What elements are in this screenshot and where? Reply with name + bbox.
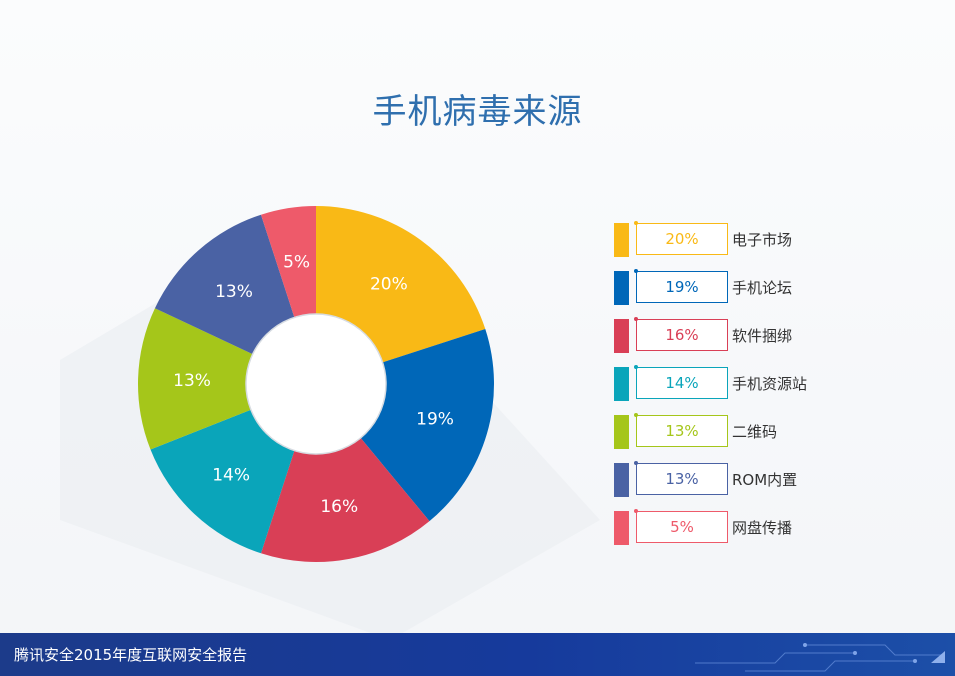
legend-label: 电子市场 — [732, 231, 793, 249]
slice-label-1: 19% — [416, 410, 454, 430]
chart-title: 手机病毒来源 — [372, 92, 583, 132]
corner-triangle-icon — [931, 651, 945, 663]
legend-swatch — [614, 511, 629, 545]
pie-slice-5 — [154, 214, 297, 358]
legend-dot — [634, 365, 638, 369]
slice-label-5: 13% — [215, 282, 253, 302]
legend-dot — [634, 461, 638, 465]
circuit-decoration — [695, 643, 945, 672]
footer-text: 腾讯安全2015年度互联网安全报告 — [14, 646, 248, 664]
legend-dot — [634, 269, 638, 273]
legend-label: 软件捆绑 — [732, 327, 793, 345]
legend-label: 网盘传播 — [732, 519, 793, 537]
legend-value: 19% — [634, 269, 728, 303]
legend-swatch — [614, 223, 629, 257]
legend-item: 20% 电子市场 — [614, 221, 854, 271]
legend-dot — [634, 509, 638, 513]
pie-slice-3 — [150, 406, 297, 554]
legend-value: 13% — [634, 461, 728, 495]
legend-value: 16% — [634, 317, 728, 351]
pie-slice-4 — [138, 308, 260, 450]
pie-slice-0 — [316, 206, 486, 365]
legend-label: ROM内置 — [732, 471, 798, 489]
legend-swatch — [614, 319, 629, 353]
legend-swatch — [614, 463, 629, 497]
pie-slice-6 — [260, 206, 316, 326]
pie-slice-2 — [260, 431, 430, 562]
legend-dot — [634, 221, 638, 225]
legend-value: 20% — [634, 221, 728, 255]
legend-swatch — [614, 415, 629, 449]
slice-label-2: 16% — [320, 497, 358, 517]
legend-item: 5% 网盘传播 — [614, 509, 854, 559]
pie-slice-1 — [355, 328, 494, 522]
slice-label-0: 20% — [370, 275, 408, 295]
legend-dot — [634, 317, 638, 321]
legend-label: 二维码 — [732, 423, 778, 441]
slice-label-4: 13% — [173, 371, 211, 391]
slice-label-6: 5% — [283, 253, 310, 273]
donut-hole — [254, 322, 378, 446]
legend-label: 手机论坛 — [732, 279, 793, 297]
legend-swatch — [614, 367, 629, 401]
legend-item: 19% 手机论坛 — [614, 269, 854, 319]
legend-item: 13% ROM内置 — [614, 461, 854, 511]
legend-value: 13% — [634, 413, 728, 447]
legend-value: 5% — [634, 509, 728, 543]
chart-legend: 20% 电子市场 19% 手机论坛 16% 软件捆绑 14% 手机资源站 13% 二维码 13% RO… — [614, 221, 854, 559]
legend-value: 14% — [634, 365, 728, 399]
slice-label-3: 14% — [212, 465, 250, 485]
legend-dot — [634, 413, 638, 417]
legend-label: 手机资源站 — [732, 375, 808, 393]
legend-item: 16% 软件捆绑 — [614, 317, 854, 367]
legend-item: 14% 手机资源站 — [614, 365, 854, 415]
legend-swatch — [614, 271, 629, 305]
footer-bar: 腾讯安全2015年度互联网安全报告 — [0, 633, 955, 676]
legend-item: 13% 二维码 — [614, 413, 854, 463]
